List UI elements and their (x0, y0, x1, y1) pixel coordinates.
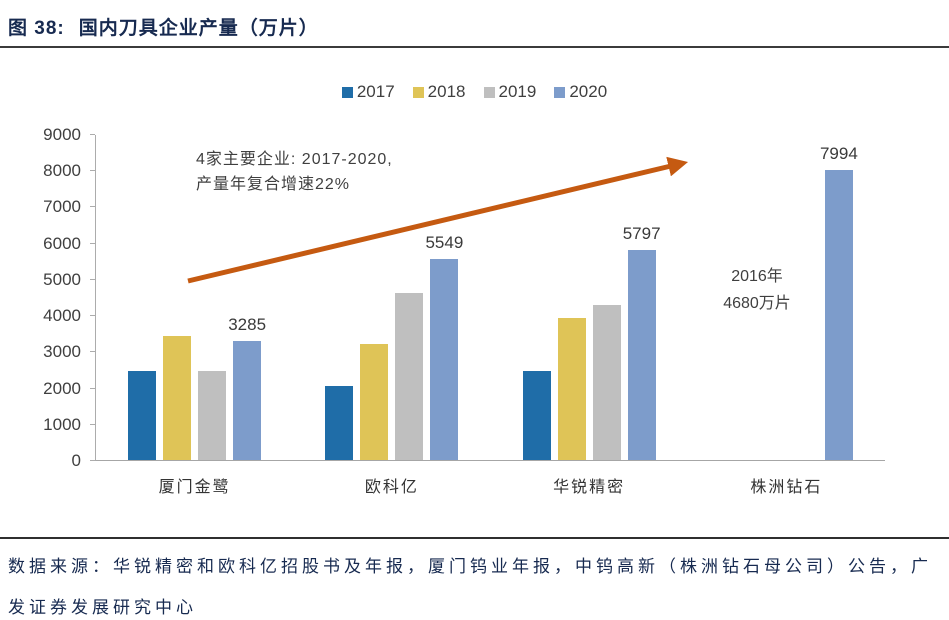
x-category-label-2: 华锐精密 (553, 479, 626, 496)
y-tick-label-4000: 4000 (43, 306, 81, 326)
y-tick-mark (90, 315, 95, 317)
bar-value-label-cat0: 3285 (228, 315, 267, 335)
bar-2020-cat1: 5549 (425, 233, 463, 460)
legend-label-2017: 2017 (356, 82, 395, 101)
bar-2020-cat0: 3285 (228, 315, 266, 460)
y-tick-mark (90, 134, 95, 135)
bar-value-label-cat1: 5549 (425, 233, 464, 253)
legend-item-2017: 2017 (341, 82, 395, 102)
figure-title: 图 38: 国内刀具企业产量（万片） (8, 13, 319, 40)
cagr-annotation-line2: 产量年复合增速22% (196, 176, 351, 193)
y-tick-mark (90, 170, 95, 172)
y-tick-mark (90, 351, 95, 353)
x-category-label-1: 欧科亿 (364, 479, 419, 496)
legend-label-2020: 2020 (569, 82, 608, 101)
figure-title-text: 国内刀具企业产量（万片） (78, 18, 319, 39)
legend-swatch-2017 (341, 86, 353, 98)
legend-item-2018: 2018 (412, 82, 466, 102)
y-tick-mark (90, 423, 95, 425)
legend-swatch-2018 (412, 86, 424, 98)
bar-value-label-cat2: 5797 (622, 224, 661, 244)
zhuzhou-2016-annotation: 2016年 4680万片 (696, 263, 818, 317)
bar-group-3: 7994 株洲钻石 (688, 135, 885, 496)
x-category-label-3: 株洲钻石 (750, 479, 823, 496)
legend-item-2020: 2020 (554, 82, 607, 102)
bar-2019-cat0 (198, 370, 227, 460)
bar-group-2: 5797 华锐精密 (491, 135, 688, 496)
y-tick-label-7000: 7000 (43, 197, 81, 217)
legend-swatch-2020 (554, 86, 566, 98)
bar-2017-cat2 (522, 370, 551, 460)
source-divider (0, 537, 949, 539)
zhuzhou-2016-line2: 4680万片 (723, 295, 791, 312)
y-axis: 0 1000 2000 3000 4000 5000 6000 7000 8000 9000 (0, 126, 95, 470)
y-tick-label-8000: 8000 (43, 161, 81, 181)
y-tick-label-6000: 6000 (43, 233, 81, 253)
bar-cluster: 3285 (96, 315, 293, 460)
y-tick-label-5000: 5000 (43, 269, 81, 289)
y-tick-mark (90, 278, 95, 280)
title-divider (0, 46, 949, 48)
bar-2018-cat0 (163, 336, 192, 460)
y-tick-label-1000: 1000 (43, 414, 81, 434)
bar-2020-cat3: 7994 (820, 144, 858, 460)
bar-value-label-cat3: 7994 (819, 144, 858, 164)
source-note: 数据来源：华锐精密和欧科亿招股书及年报，厦门钨业年报，中钨高新（株洲钻石母公司）… (8, 557, 932, 617)
y-tick-label-9000: 9000 (43, 125, 81, 144)
y-tick-mark (90, 206, 95, 208)
legend-label-2019: 2019 (498, 82, 537, 101)
y-tick-mark (90, 387, 95, 389)
bar-2017-cat0 (128, 370, 157, 460)
zhuzhou-2016-line1: 2016年 (731, 268, 783, 285)
bar-2019-cat1 (395, 293, 424, 460)
bar-2018-cat2 (557, 317, 586, 460)
legend-item-2019: 2019 (483, 82, 537, 102)
bar-2019-cat2 (592, 305, 621, 460)
y-tick-label-2000: 2000 (43, 378, 81, 398)
y-tick-mark (90, 460, 95, 461)
bar-2018-cat1 (360, 344, 389, 460)
cagr-annotation: 4家主要企业: 2017-2020, 产量年复合增速22% (196, 147, 393, 197)
bar-cluster: 7994 (688, 144, 885, 460)
figure-number: 图 38: (8, 18, 65, 39)
bar-2017-cat1 (325, 386, 354, 460)
chart-legend: 2017 2018 2019 2020 (0, 82, 949, 102)
bar-cluster: 5549 (293, 233, 490, 460)
bar-group-1: 5549 欧科亿 (293, 135, 490, 496)
cagr-annotation-line1: 4家主要企业: 2017-2020, (196, 151, 393, 168)
legend-swatch-2019 (483, 86, 495, 98)
bar-cluster: 5797 (491, 224, 688, 460)
y-tick-label-0: 0 (71, 451, 81, 470)
x-category-label-0: 厦门金鹭 (158, 479, 231, 496)
bar-2020-cat2: 5797 (623, 224, 661, 460)
legend-label-2018: 2018 (427, 82, 466, 101)
bar-group-0: 3285 厦门金鹭 (96, 135, 293, 496)
y-tick-mark (90, 242, 95, 244)
y-tick-label-3000: 3000 (43, 342, 81, 362)
plot-area: 3285 厦门金鹭 5549 欧科亿 5797 华锐精密 7994 株洲钻石 (95, 135, 885, 496)
